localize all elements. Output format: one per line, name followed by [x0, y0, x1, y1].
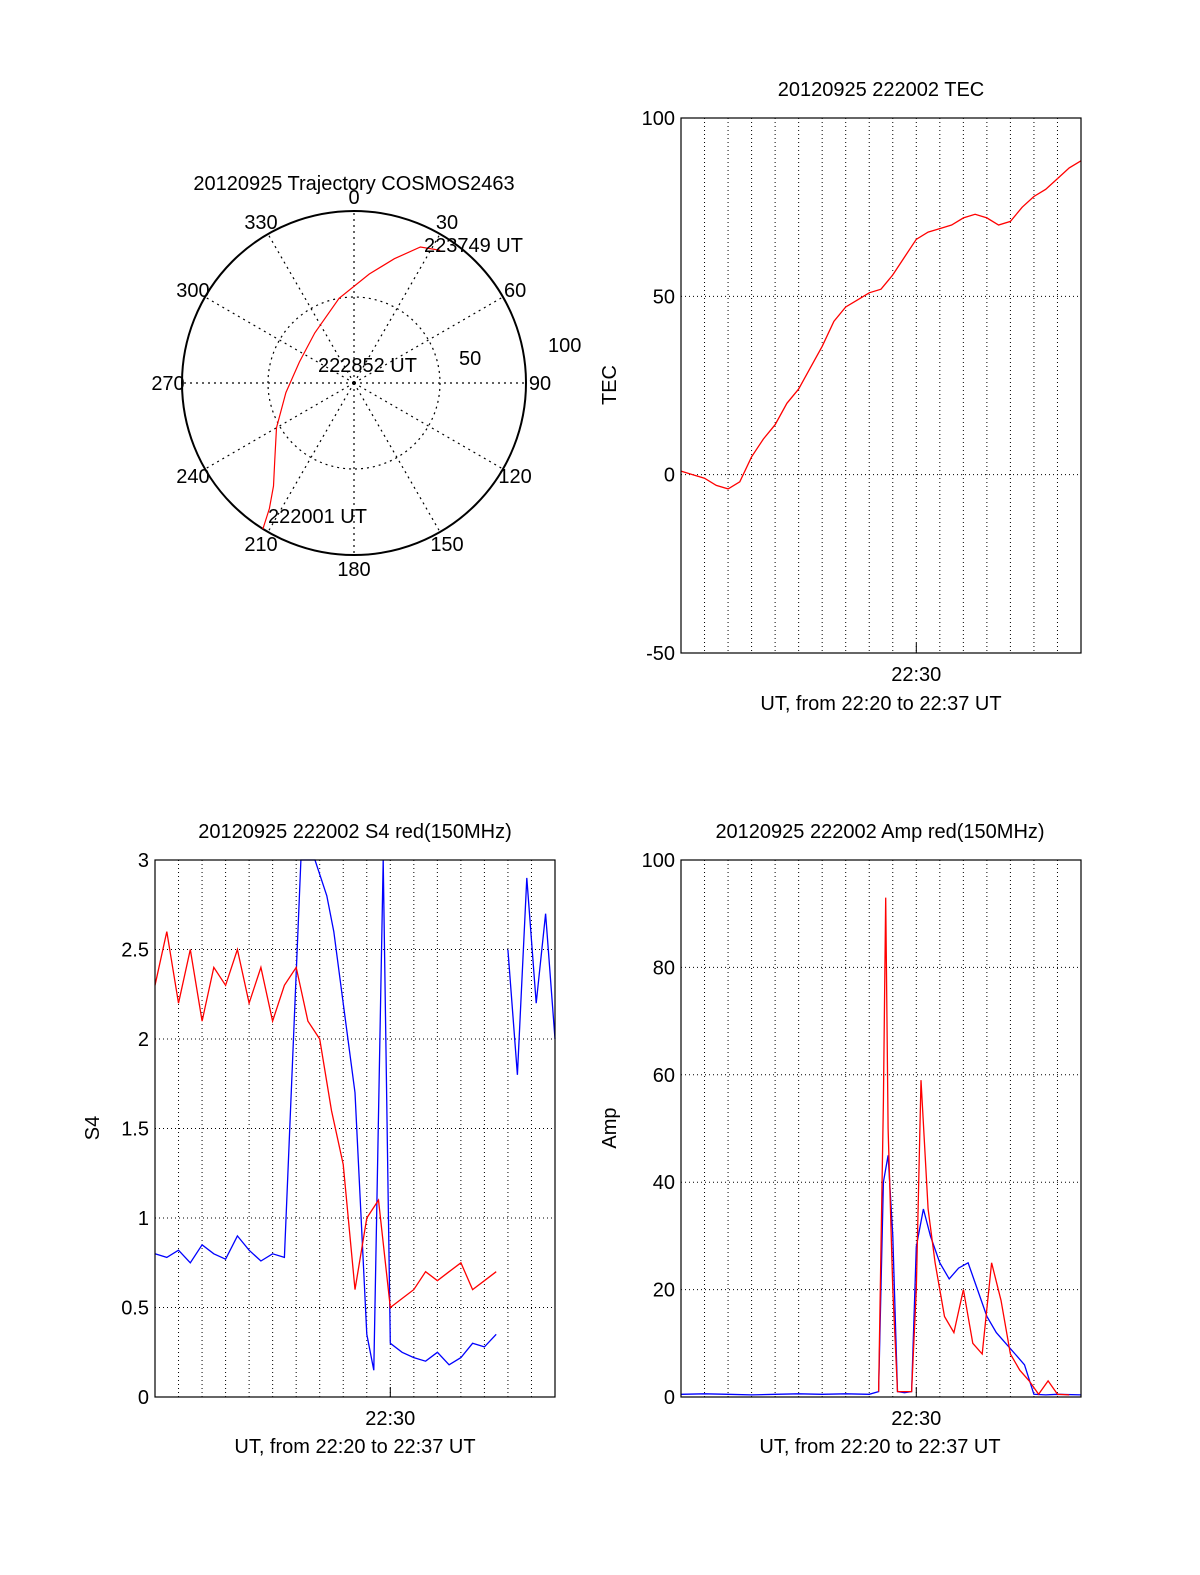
polar-angle-label-180: 180: [337, 559, 370, 581]
amp-x-tick-label: 22:30: [891, 1408, 941, 1430]
polar-spoke-120: [353, 382, 504, 470]
s4-y-ticks: 0 0.5 1 1.5 2 2.5 3: [121, 850, 149, 1409]
s4-y-tick-label: 0.5: [121, 1298, 149, 1320]
s4-series-line-2: [507, 877, 556, 1075]
trajectory-center-label: 222852 UT: [318, 355, 417, 377]
amp-y-tick-label: 40: [653, 1172, 675, 1194]
tec-series-line-0: [680, 160, 1082, 490]
s4-panel: 20120925 222002 S4 red(150MHz) 0 0.5 1 1.5 2…: [82, 821, 556, 1458]
tec-x-tick-label: 22:30: [891, 664, 941, 686]
polar-plot: 20120925 Trajectory COSMOS2463 0 30 60 90 12…: [151, 173, 581, 581]
polar-angle-label-90: 90: [529, 373, 551, 395]
amp-series-line-1: [877, 897, 1070, 1396]
s4-series-line-0: [154, 859, 497, 1371]
amp-panel: 20120925 222002 Amp red(150MHz) 0 20 40 60 8…: [599, 821, 1082, 1458]
polar-angle-label-120: 120: [498, 466, 531, 488]
tec-plot-frame: [680, 117, 1082, 654]
polar-trajectory-line: [262, 246, 441, 530]
amp-x-axis-label: UT, from 22:20 to 22:37 UT: [759, 1436, 1000, 1458]
s4-y-tick-label: 2.5: [121, 940, 149, 962]
s4-y-tick-label: 0: [138, 1387, 149, 1409]
amp-series: [680, 897, 1082, 1396]
tec-y-ticks: -50 0 50 100: [642, 108, 675, 665]
amp-y-tick-label: 100: [642, 850, 675, 872]
tec-y-tick-label: 100: [642, 108, 675, 130]
amp-title: 20120925 222002 Amp red(150MHz): [715, 821, 1044, 843]
s4-gridlines: [155, 860, 555, 1397]
s4-series: [154, 859, 556, 1371]
polar-angle-label-300: 300: [176, 280, 209, 302]
s4-series-line-1: [154, 931, 497, 1309]
trajectory-start-label: 222001 UT: [268, 506, 367, 528]
amp-gridlines: [681, 860, 1081, 1397]
polar-angle-labels: 0 30 60 90 120 150 180 210 240 270 300 330: [151, 187, 551, 581]
s4-y-tick-label: 2: [138, 1029, 149, 1051]
polar-outer-circle: [181, 210, 527, 556]
tec-gridlines: [681, 118, 1081, 653]
polar-spoke-330: [267, 233, 355, 384]
polar-angle-label-30: 30: [436, 212, 458, 234]
polar-title: 20120925 Trajectory COSMOS2463: [193, 173, 514, 195]
trajectory-end-label: 223749 UT: [424, 235, 523, 257]
polar-angle-label-330: 330: [244, 212, 277, 234]
polar-spoke-240: [204, 382, 355, 470]
polar-angle-label-210: 210: [244, 534, 277, 556]
polar-spoke-60: [353, 296, 504, 384]
tec-y-axis-label: TEC: [599, 365, 621, 405]
s4-y-axis-label: S4: [82, 1116, 104, 1140]
polar-radial-tick-100: 100: [548, 335, 581, 357]
amp-y-tick-label: 80: [653, 957, 675, 979]
polar-spoke-300: [204, 296, 355, 384]
s4-x-tick-label: 22:30: [365, 1408, 415, 1430]
tec-y-tick-label: -50: [646, 643, 675, 665]
amp-y-tick-label: 20: [653, 1280, 675, 1302]
tec-x-axis-label: UT, from 22:20 to 22:37 UT: [760, 693, 1001, 715]
polar-radial-tick-50: 50: [459, 348, 481, 370]
polar-spoke-210: [267, 382, 355, 533]
tec-y-tick-label: 0: [664, 465, 675, 487]
amp-y-axis-label: Amp: [599, 1107, 621, 1148]
amp-y-tick-label: 60: [653, 1065, 675, 1087]
s4-y-tick-label: 3: [138, 850, 149, 872]
polar-angle-label-0: 0: [348, 187, 359, 209]
polar-angle-label-240: 240: [176, 466, 209, 488]
s4-x-axis-label: UT, from 22:20 to 22:37 UT: [234, 1436, 475, 1458]
polar-angle-label-60: 60: [504, 280, 526, 302]
polar-angle-label-150: 150: [430, 534, 463, 556]
polar-spoke-30: [353, 233, 441, 384]
tec-x-ticks: 22:30: [891, 643, 941, 686]
polar-spokes: [182, 211, 526, 555]
s4-title: 20120925 222002 S4 red(150MHz): [198, 821, 512, 843]
s4-x-ticks: 22:30: [365, 1387, 415, 1430]
s4-y-tick-label: 1: [138, 1208, 149, 1230]
polar-angle-label-270: 270: [151, 373, 184, 395]
amp-plot-frame: [680, 859, 1082, 1398]
polar-spoke-150: [353, 382, 441, 533]
s4-y-tick-label: 1.5: [121, 1119, 149, 1141]
amp-y-ticks: 0 20 40 60 80 100: [642, 850, 675, 1409]
tec-y-tick-label: 50: [653, 286, 675, 308]
s4-plot-frame: [154, 859, 556, 1398]
amp-x-ticks: 22:30: [891, 1387, 941, 1430]
tec-series: [680, 160, 1082, 490]
amp-series-line-0: [680, 1155, 1082, 1396]
amp-y-tick-label: 0: [664, 1387, 675, 1409]
tec-title: 20120925 222002 TEC: [778, 79, 984, 101]
